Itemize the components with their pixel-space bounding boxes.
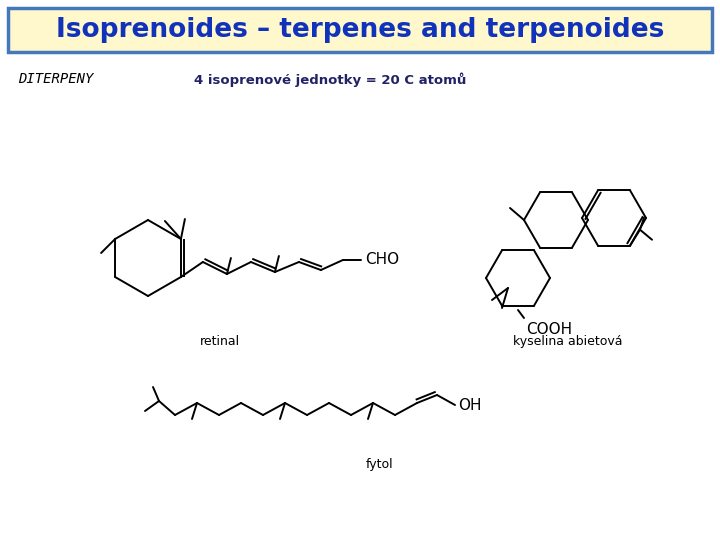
Text: kyselina abietová: kyselina abietová [513,335,623,348]
Text: OH: OH [458,397,482,413]
Text: retinal: retinal [200,335,240,348]
Text: 4 isoprenové jednotky = 20 C atomů: 4 isoprenové jednotky = 20 C atomů [194,72,466,86]
FancyBboxPatch shape [8,8,712,52]
Text: fytol: fytol [366,458,394,471]
Text: COOH: COOH [526,322,572,337]
Text: DITERPENY: DITERPENY [18,72,94,86]
Text: CHO: CHO [365,253,399,267]
Text: Isoprenoides – terpenes and terpenoides: Isoprenoides – terpenes and terpenoides [56,17,664,43]
